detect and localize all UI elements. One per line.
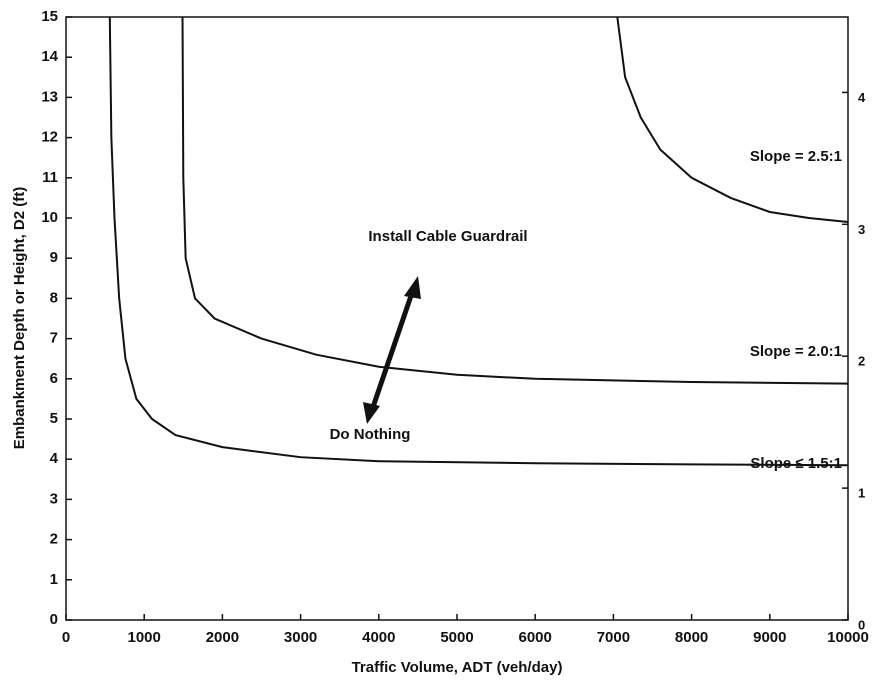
x-tick-label: 2000 [206,629,239,646]
x-tick-label: 9000 [753,629,786,646]
y-tick-label: 1 [50,571,58,588]
curve [616,16,849,224]
x-tick-label: 6000 [519,629,552,646]
y2-tick-label: 0 [858,617,865,632]
series-label: Slope = 2.5:1 [750,148,842,165]
x-tick-label: 4000 [362,629,395,646]
y-tick-label: 14 [41,48,58,65]
y-tick-label: 8 [50,289,58,306]
y-tick-label: 4 [50,450,59,467]
x-tick-label: 7000 [597,629,630,646]
x-tick-label: 1000 [128,629,161,646]
x-tick-label: 5000 [440,629,473,646]
y2-tick-label: 4 [858,90,866,105]
y-axis-label: Embankment Depth or Height, D2 (ft) [11,187,28,450]
y2-tick-label: 2 [858,354,865,369]
curve [181,16,849,385]
y-tick-label: 7 [50,330,58,347]
y-tick-label: 6 [50,370,58,387]
y-tick-label: 5 [50,410,58,427]
y2-tick-label: 3 [858,222,865,237]
y-tick-label: 9 [50,249,58,266]
curve [108,16,849,467]
x-tick-label: 8000 [675,629,708,646]
x-tick-label: 3000 [284,629,317,646]
y-tick-label: 11 [42,169,58,186]
y-tick-label: 2 [50,531,58,548]
double-arrow [363,276,421,424]
annotation: Install Cable Guardrail [368,228,527,245]
series-label: Slope ≤ 1.5:1 [750,455,842,472]
x-tick-label: 0 [62,629,70,646]
annotation: Do Nothing [330,426,411,443]
series-label: Slope = 2.0:1 [750,343,842,360]
y-tick-label: 13 [41,88,58,105]
y-tick-label: 3 [50,490,58,507]
y2-tick-label: 1 [858,486,865,501]
y-tick-label: 10 [41,209,58,226]
y-tick-label: 15 [41,8,58,25]
y-tick-label: 0 [50,611,58,628]
x-tick-label: 10000 [827,629,869,646]
y-tick-label: 12 [41,129,58,146]
x-axis-label: Traffic Volume, ADT (veh/day) [352,659,563,676]
